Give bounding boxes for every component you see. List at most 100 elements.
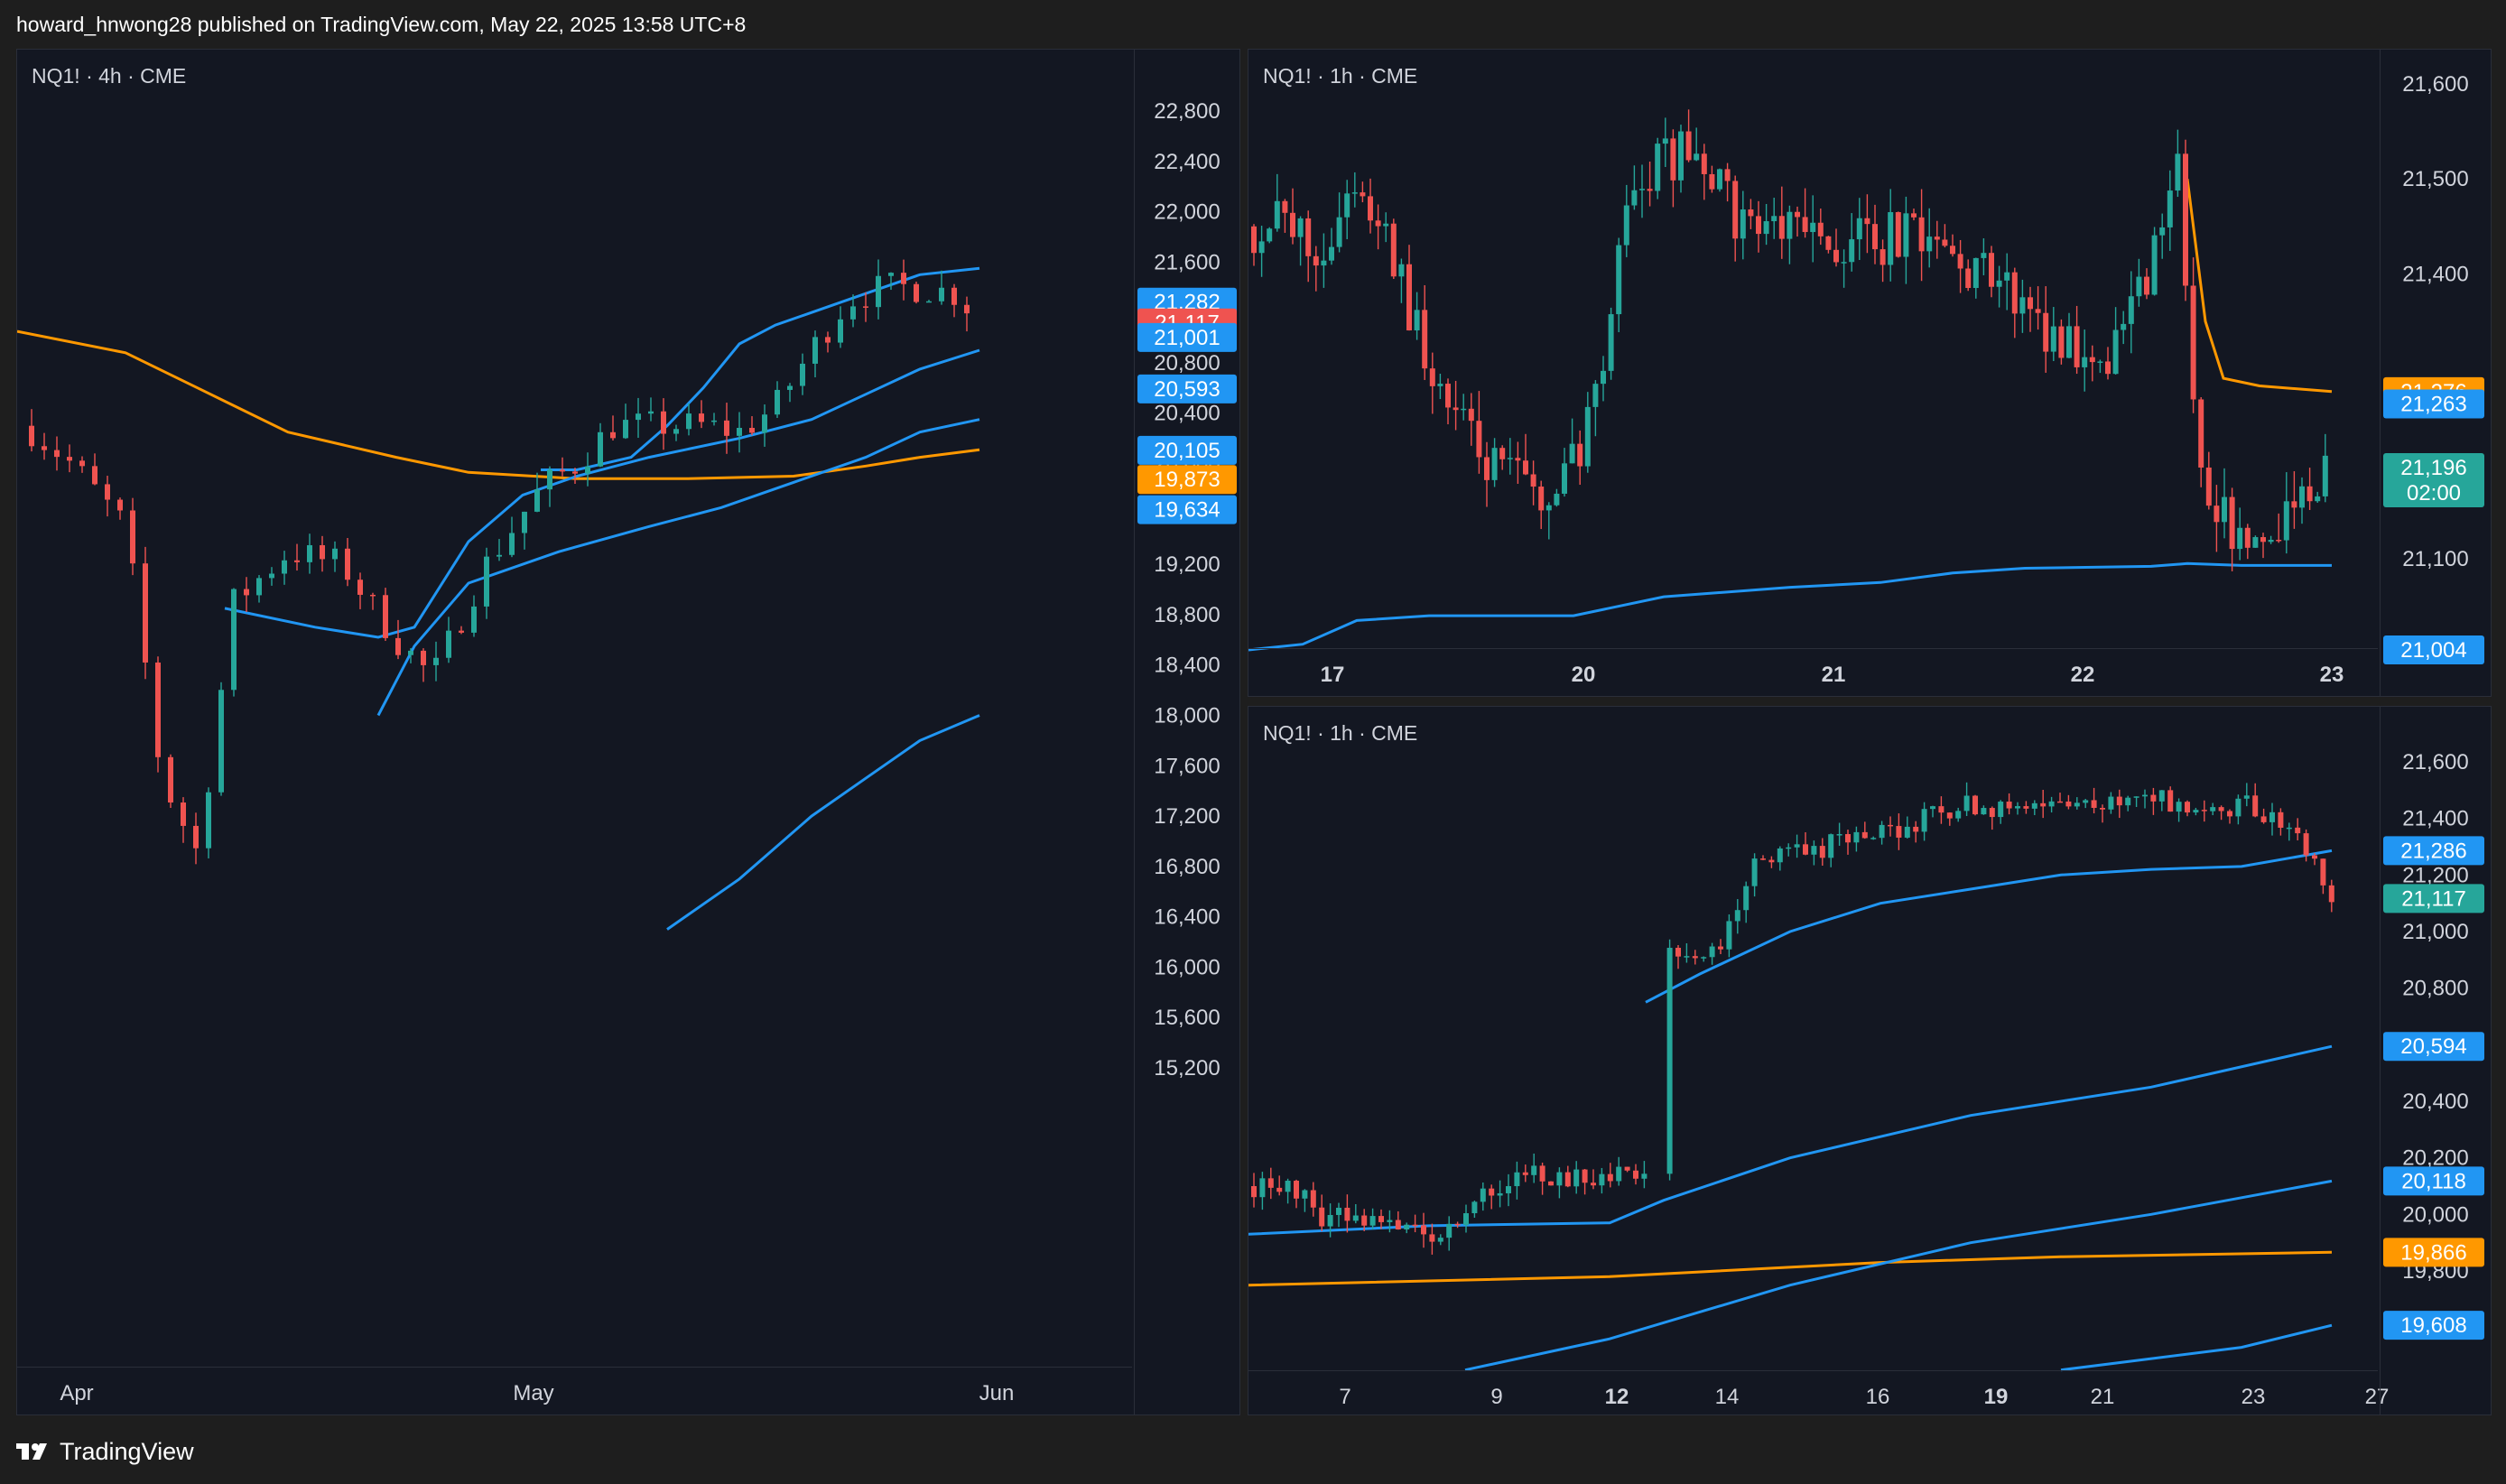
x-tick-label: 21	[2091, 1385, 2115, 1409]
candle	[2035, 286, 2041, 330]
candle	[964, 296, 970, 332]
candle	[1251, 1173, 1257, 1208]
candle	[509, 516, 515, 558]
candle	[1670, 129, 1676, 208]
candle	[1771, 198, 1777, 239]
candle	[699, 400, 704, 429]
moving-average-line	[376, 418, 980, 717]
candle	[1251, 224, 1257, 266]
candle	[1437, 1234, 1443, 1246]
candle	[155, 656, 161, 773]
candle	[636, 397, 641, 439]
price-badge: 20,594	[2383, 1032, 2484, 1062]
chart-canvas-1h-top[interactable]: 21,60021,50021,40021,100172021222321,276…	[1248, 50, 2492, 697]
candle	[2167, 786, 2174, 812]
candle	[269, 567, 274, 586]
symbol-title[interactable]: NQ1! · 4h · CME	[32, 64, 187, 88]
price-badge: 19,608	[2383, 1311, 2484, 1340]
y-tick-label: 18,000	[1154, 703, 1220, 728]
candle	[1624, 1166, 1630, 1173]
candle	[1336, 192, 1342, 253]
chart-panel-1h-bottom[interactable]: 21,600 21,400 21,200 21,000 20,800 20,400 20,2…	[1248, 706, 2492, 1415]
candle	[1666, 939, 1673, 1181]
candle	[1639, 164, 1645, 218]
candle	[130, 497, 135, 576]
candle	[1351, 172, 1358, 208]
svg-text:20,593: 20,593	[1154, 377, 1220, 402]
chart-canvas-1h-bottom[interactable]: 21,600 21,400 21,200 21,000 20,800 20,400 20,2…	[1248, 707, 2492, 1415]
candle	[1684, 942, 1690, 963]
candle	[534, 472, 540, 513]
candle	[585, 452, 590, 487]
candle	[1903, 196, 1909, 284]
chart-canvas-4h[interactable]: 22,80022,40022,00021,60020,80020,40020,0…	[17, 50, 1240, 1415]
price-badge: 21,001	[1137, 322, 1237, 352]
symbol-title[interactable]: NQ1! · 1h · CME	[1263, 64, 1418, 88]
chart-panel-1h-top[interactable]: 21,60021,50021,40021,100172021222321,276…	[1248, 49, 2492, 697]
symbol-title[interactable]: NQ1! · 1h · CME	[1263, 721, 1418, 745]
candle	[2283, 472, 2289, 554]
price-badge: 21,004	[2383, 635, 2484, 664]
candle	[749, 416, 755, 436]
candle	[1499, 445, 1506, 470]
candle	[2004, 253, 2010, 311]
candle	[2227, 809, 2232, 824]
candle	[1539, 1162, 1545, 1195]
candle	[1352, 1203, 1359, 1224]
candle	[2295, 818, 2301, 840]
candle	[1601, 356, 1606, 402]
candle	[1996, 265, 2002, 308]
moving-average-line	[1464, 1179, 2333, 1372]
candle	[1718, 939, 1723, 955]
x-tick-label: 19	[1984, 1385, 2009, 1409]
candle	[446, 617, 451, 663]
candle	[370, 592, 376, 610]
candle	[1368, 178, 1373, 234]
candle	[1584, 392, 1591, 473]
y-tick-label: 17,200	[1154, 804, 1220, 829]
moving-average-line	[1248, 561, 2332, 652]
candle	[673, 424, 679, 441]
candle	[800, 353, 805, 395]
candle	[1344, 1194, 1350, 1233]
candle	[1760, 855, 1766, 861]
candle	[332, 541, 338, 572]
y-tick-label: 20,400	[1154, 402, 1220, 426]
candle	[1531, 1153, 1537, 1183]
candle	[1794, 834, 1800, 858]
candle	[2019, 279, 2026, 333]
candle	[2299, 477, 2305, 524]
candle	[1938, 796, 1944, 824]
candle	[105, 476, 110, 517]
x-tick-label: 7	[1339, 1385, 1350, 1409]
candle	[2028, 286, 2033, 332]
candle	[2074, 305, 2080, 375]
candle	[2268, 535, 2274, 544]
candle	[1285, 1178, 1291, 1204]
candle	[1395, 1210, 1401, 1230]
candle	[1404, 1222, 1410, 1234]
candle	[1616, 1156, 1622, 1186]
candle	[1556, 1167, 1563, 1199]
candle	[1734, 899, 1740, 934]
tradingview-footer[interactable]: TradingView	[16, 1435, 194, 1468]
y-tick-label: 22,400	[1154, 150, 1220, 174]
tradingview-logo-icon	[16, 1443, 47, 1460]
candle	[762, 404, 767, 447]
candle	[2269, 802, 2275, 836]
chart-panel-4h[interactable]: 22,80022,40022,00021,60020,80020,40020,0…	[16, 49, 1240, 1415]
candle	[1327, 1203, 1333, 1238]
candle	[1998, 800, 2004, 824]
candle	[1530, 460, 1536, 505]
candle	[1786, 843, 1792, 857]
candle	[2057, 793, 2063, 803]
candle	[1849, 213, 1855, 272]
candle	[1463, 1204, 1469, 1233]
y-tick-label: 18,800	[1154, 603, 1220, 627]
candle	[1582, 1169, 1588, 1195]
candle	[1872, 204, 1878, 264]
candle	[623, 403, 628, 440]
candle	[2158, 790, 2165, 812]
price-badge: 19,873	[1137, 465, 1237, 495]
candle	[1522, 1164, 1528, 1183]
